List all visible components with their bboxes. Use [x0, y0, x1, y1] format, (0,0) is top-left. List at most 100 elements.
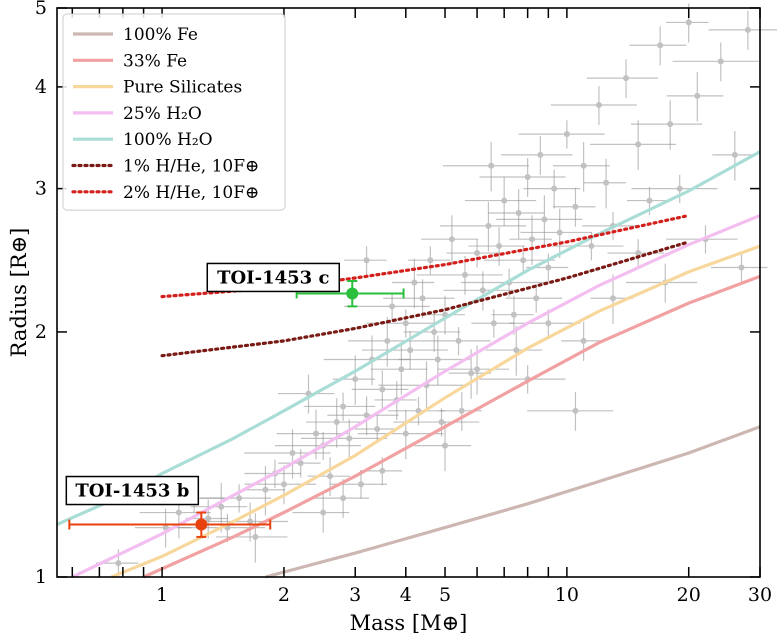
background-point-marker [468, 370, 475, 377]
background-point [440, 201, 527, 252]
legend-item-25-h-o: 25% H₂O [73, 104, 202, 124]
y-tick-label: 5 [35, 0, 47, 19]
x-tick-label: 5 [439, 584, 451, 606]
background-point [344, 246, 387, 275]
background-point [442, 141, 529, 192]
curve-pure-silicates [110, 244, 761, 579]
background-point-marker [545, 320, 552, 327]
background-point [631, 174, 718, 204]
background-point [505, 284, 563, 313]
legend: 100% Fe 33% Fe Pure Silicates 25% H₂O 100% H… [62, 13, 286, 211]
background-point [312, 479, 370, 519]
background-point-marker [312, 430, 319, 437]
curve-25-h-o [71, 214, 761, 579]
background-point [520, 208, 592, 259]
curve-1-h-he-10f [160, 240, 691, 358]
background-point-marker [485, 222, 492, 229]
background-point [343, 292, 430, 321]
background-point [491, 295, 534, 335]
legend-label: Pure Silicates [123, 78, 242, 98]
background-point-marker [247, 518, 254, 525]
background-point [630, 100, 703, 150]
x-axis-label: Mass [M⊕] [350, 611, 468, 635]
background-point-marker [389, 303, 396, 310]
background-point-marker [520, 257, 527, 264]
background-point-marker [717, 58, 724, 65]
y-tick-label: 4 [35, 76, 47, 98]
background-point [443, 271, 515, 311]
background-point [387, 396, 445, 426]
y-axis-label: Radius [R⊕] [7, 228, 31, 358]
background-point-marker [384, 337, 391, 344]
background-point-marker [115, 560, 122, 567]
background-point-marker [448, 236, 455, 243]
background-point-marker [603, 179, 610, 186]
background-point-marker [438, 419, 445, 426]
annotation-label: TOI-1453 b [75, 481, 189, 502]
background-point [416, 256, 503, 295]
background-point-marker [496, 243, 503, 250]
background-point-marker [731, 151, 738, 158]
background-point-marker [340, 495, 347, 502]
background-point-marker [320, 509, 327, 516]
background-point [518, 120, 605, 149]
background-point-marker [738, 264, 745, 271]
background-point-marker [340, 403, 347, 410]
y-tick-label: 3 [35, 178, 47, 200]
background-point-marker [333, 419, 340, 426]
background-point-marker [572, 407, 579, 414]
legend-box [62, 13, 286, 211]
legend-label: 2% H/He, 10F⊕ [123, 183, 259, 203]
background-point [301, 419, 388, 459]
background-point [509, 215, 552, 265]
x-tick-label: 4 [400, 584, 412, 606]
background-point-marker [609, 295, 616, 302]
background-point [199, 484, 272, 513]
background-point-marker [580, 162, 587, 169]
background-point-marker [363, 412, 370, 419]
background-point [303, 392, 376, 421]
background-point-marker [667, 121, 674, 128]
x-tick-label: 3 [349, 584, 361, 606]
background-point [672, 42, 759, 82]
x-tick-label: 2 [278, 584, 290, 606]
background-point [464, 176, 537, 227]
annotation-label: TOI-1453 c [217, 267, 329, 288]
background-point-marker [474, 366, 481, 373]
background-point-marker [580, 337, 587, 344]
background-point-marker [474, 250, 481, 257]
axis-tick-labels: 1 2 3 4 5 10 20 30 1 2 3 4 5 [35, 0, 772, 606]
background-point [483, 246, 556, 275]
background-point [361, 331, 448, 371]
legend-label: 25% H₂O [123, 104, 202, 124]
background-point-marker [374, 425, 381, 432]
background-point-marker [411, 279, 418, 286]
background-point [589, 120, 676, 171]
background-point [712, 130, 755, 181]
background-point-marker [407, 347, 414, 354]
background-point-marker [162, 524, 169, 531]
background-point-marker [537, 151, 544, 158]
background-point [552, 141, 610, 192]
background-point [666, 71, 724, 122]
legend-item-33-fe: 33% Fe [73, 51, 187, 71]
background-point-marker [289, 450, 296, 457]
background-point-marker [175, 509, 182, 516]
background-point-marker [327, 473, 334, 480]
background-point-marker [458, 407, 465, 414]
background-point-marker [541, 216, 548, 223]
background-point-marker [588, 243, 595, 250]
highlighted-planets [68, 279, 405, 538]
background-point-marker [379, 467, 386, 474]
background-point [419, 327, 491, 356]
annotation-toi-1453-c: TOI-1453 c [206, 262, 341, 293]
y-tick-label: 1 [35, 566, 47, 588]
x-tick-label: 10 [555, 584, 579, 606]
background-point-marker [488, 162, 495, 169]
background-point-marker [545, 264, 552, 271]
background-point-marker [528, 236, 535, 243]
composition-curves [56, 150, 761, 579]
planet-toi-1453-c [295, 279, 405, 308]
background-point [550, 86, 637, 126]
planet-annotations: TOI-1453 c TOI-1453 b [65, 262, 341, 506]
